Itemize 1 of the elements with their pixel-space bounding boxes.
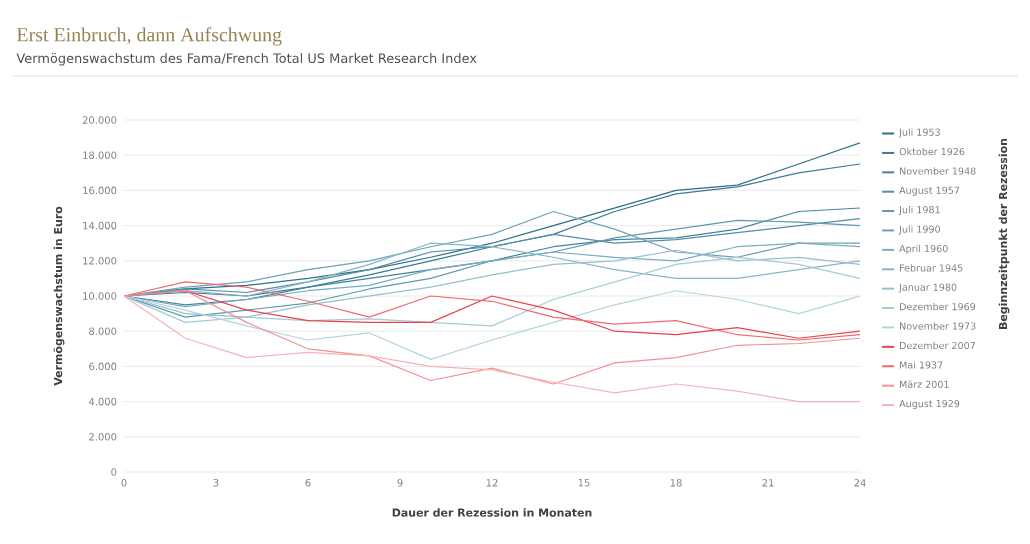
chart-title: Erst Einbruch, dann Aufschwung (16, 27, 282, 46)
